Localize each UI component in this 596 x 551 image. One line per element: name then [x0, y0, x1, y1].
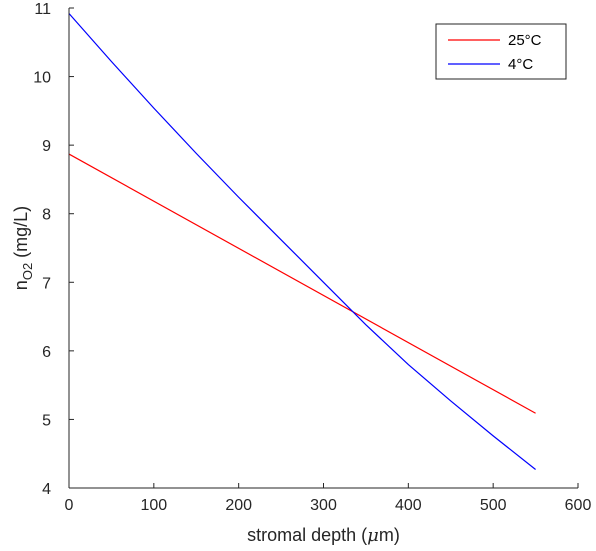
legend: 25°C 4°C	[435, 23, 567, 80]
legend-label-1: 4°C	[508, 56, 533, 73]
x-axis-label-unit: μ	[367, 525, 379, 546]
x-tick-label: 300	[310, 497, 337, 514]
plot-area	[69, 8, 578, 488]
y-tick-label: 11	[34, 1, 51, 18]
series-layer	[68, 13, 536, 470]
x-tick-label: 500	[480, 497, 507, 514]
legend-box	[435, 23, 567, 80]
legend-label-0: 25°C	[508, 32, 542, 49]
x-axis-label: stromal depth (μm)	[247, 525, 400, 546]
y-axis-label-sub: O2	[20, 263, 35, 280]
x-tick-label: 0	[65, 497, 74, 514]
y-tick-label: 10	[33, 70, 51, 87]
x-axis-label-end: m)	[379, 525, 400, 545]
x-tick-label: 100	[140, 497, 167, 514]
x-tick-label: 600	[565, 497, 592, 514]
plot-background	[69, 8, 578, 488]
y-axis-label-rest: (mg/L)	[11, 206, 31, 263]
y-tick-label: 6	[42, 344, 51, 361]
y-tick-label: 7	[42, 275, 51, 292]
y-tick-label: 5	[42, 412, 51, 429]
y-tick-label: 4	[42, 481, 51, 498]
series-line-0	[68, 153, 536, 414]
y-tick-label: 9	[42, 138, 51, 155]
ticks: 0 100 200 300 400 500 600 4 5 6 7 8 9 10 11	[33, 1, 591, 514]
axis-labels: stromal depth (μm) nO2 (mg/L)	[11, 206, 400, 546]
x-tick-label: 200	[225, 497, 252, 514]
x-tick-label: 400	[395, 497, 422, 514]
x-axis-label-main: stromal depth (	[247, 525, 367, 545]
y-axis-label: nO2 (mg/L)	[11, 206, 35, 290]
series-line-1	[68, 13, 536, 470]
y-axis-label-base: n	[11, 280, 31, 290]
y-tick-label: 8	[42, 207, 51, 224]
